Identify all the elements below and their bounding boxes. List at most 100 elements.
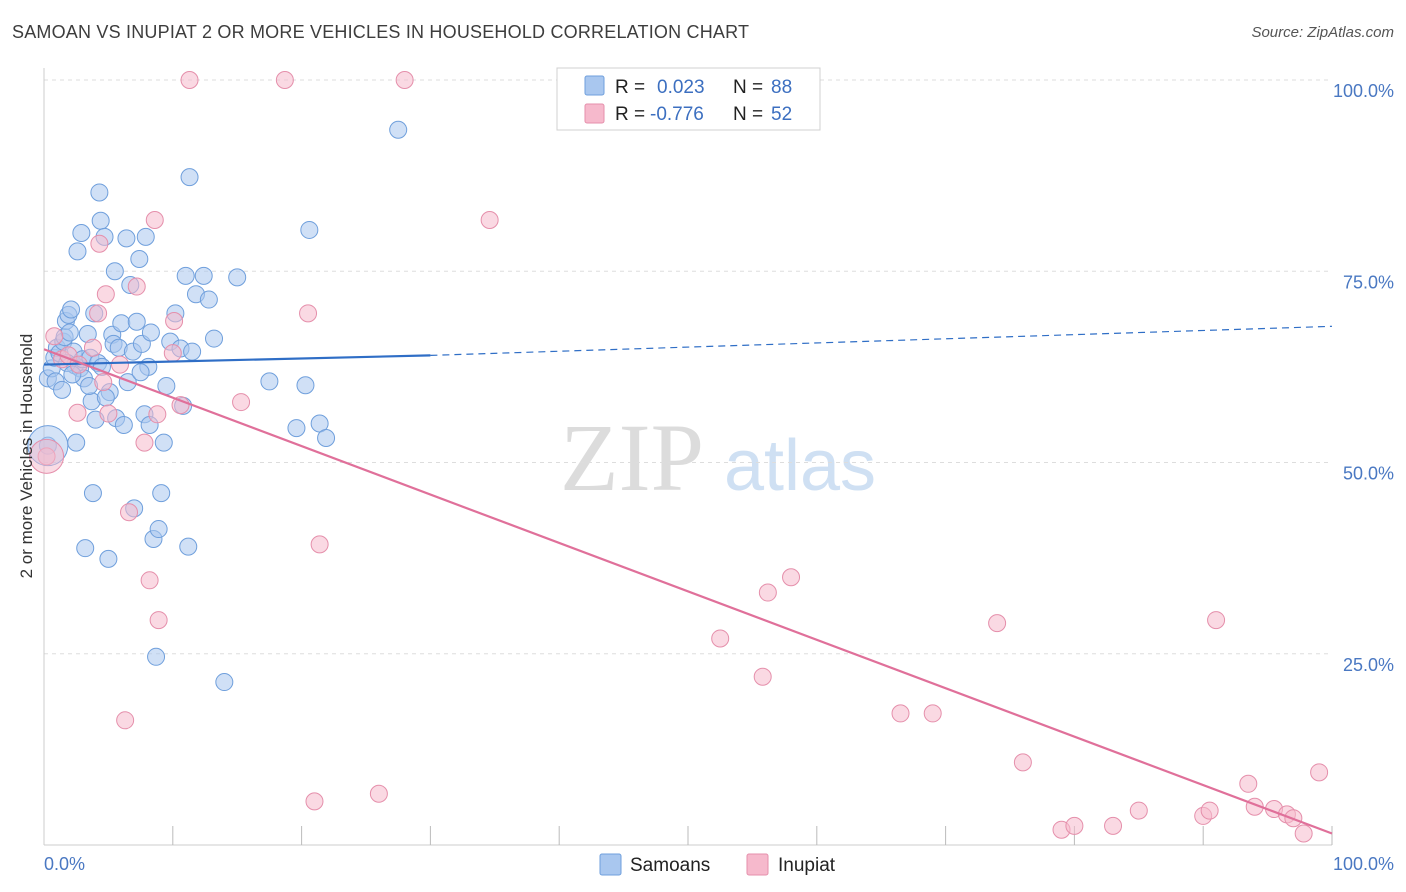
bottom-legend-label-samoans: Samoans (630, 855, 710, 876)
inupiat-point-37 (891, 704, 910, 723)
samoans-point-38 (105, 262, 124, 281)
samoans-point-86 (131, 363, 150, 382)
inupiat-point-17 (140, 571, 159, 590)
samoans-point-17 (68, 242, 87, 261)
inupiat-point-19 (148, 405, 167, 424)
samoans-point-64 (176, 266, 195, 285)
samoans-point-69 (194, 266, 213, 285)
samoans-point-66 (180, 168, 199, 187)
samoans-point-72 (215, 673, 234, 692)
series-legend: Samoans Inupiat (599, 853, 836, 876)
samoans-point-67 (183, 342, 202, 361)
inupiat-point-21 (163, 344, 182, 363)
grid-lines (44, 79, 1332, 655)
legend-n-value-inupiat: 52 (771, 104, 792, 125)
samoans-point-73 (228, 268, 247, 287)
inupiat-point-33 (711, 629, 730, 648)
inupiat-point-23 (171, 396, 190, 415)
samoans-point-59 (154, 433, 173, 452)
inupiat-point-4 (68, 403, 87, 422)
inupiat-point-16 (135, 433, 154, 452)
inupiat-point-30 (369, 784, 388, 803)
inupiat-point-20 (149, 611, 168, 630)
samoans-point-12 (60, 323, 79, 342)
inupiat-point-54 (1310, 763, 1329, 782)
samoans-point-65 (179, 537, 198, 556)
inupiat-point-40 (1013, 753, 1032, 772)
samoans-point-26 (83, 484, 102, 503)
inupiat-trend (43, 348, 1333, 835)
samoans-point-77 (300, 220, 319, 239)
samoans-point-42 (114, 416, 133, 435)
x-tick-label-max: 100.0% (1333, 854, 1394, 874)
inupiat-point-42 (1065, 816, 1084, 835)
legend-r-value-inupiat: -0.776 (650, 104, 704, 125)
samoans-point-19 (72, 224, 91, 242)
inupiat-point-31 (395, 71, 414, 89)
inupiat-points (29, 71, 1329, 843)
inupiat-point-43 (1104, 816, 1123, 835)
inupiat-point-1 (45, 327, 64, 346)
inupiat-point-12 (110, 355, 129, 374)
samoans-point-51 (136, 227, 155, 246)
correlation-legend: R = 0.023 N = 88 R = -0.776 N = 52 (556, 67, 821, 131)
samoans-point-80 (389, 120, 408, 139)
samoans-point-84 (96, 388, 115, 407)
inupiat-point-27 (299, 304, 318, 323)
inupiat-point-large (29, 438, 65, 474)
inupiat-point-36 (782, 568, 801, 587)
inupiat-point-29 (310, 535, 329, 554)
x-tick-label-min: 0.0% (44, 854, 85, 874)
inupiat-point-11 (99, 404, 118, 423)
legend-n-label-samoans: N = (733, 77, 763, 98)
inupiat-point-38 (923, 704, 942, 723)
y-tick-label-75: 75.0% (1343, 272, 1394, 292)
watermark: ZIP atlas (560, 404, 876, 511)
inupiat-point-39 (988, 614, 1007, 633)
y-tick-label-50: 50.0% (1343, 464, 1394, 484)
samoans-point-57 (149, 520, 168, 539)
samoans-point-70 (199, 290, 218, 309)
inupiat-point-13 (116, 711, 135, 730)
samoans-point-41 (112, 314, 131, 333)
samoans-point-75 (287, 419, 306, 438)
legend-r-value-samoans: 0.023 (657, 77, 705, 98)
samoans-point-71 (205, 329, 224, 348)
y-tick-label-25: 25.0% (1343, 655, 1394, 675)
chart-source: Source: ZipAtlas.com (1251, 24, 1394, 41)
inupiat-point-7 (89, 304, 108, 323)
inupiat-point-14 (120, 503, 139, 522)
inupiat-point-46 (1200, 801, 1219, 820)
inupiat-point-47 (1207, 611, 1226, 630)
inupiat-point-28 (305, 792, 324, 811)
samoans-point-30 (90, 183, 109, 202)
samoans-point-43 (117, 229, 136, 248)
y-axis-tick-labels: 25.0% 50.0% 75.0% 100.0% (1333, 81, 1394, 675)
samoans-trend-dashed (430, 325, 1333, 356)
inupiat-point-6 (83, 338, 102, 357)
inupiat-point-9 (94, 373, 113, 392)
inupiat-point-8 (90, 234, 109, 253)
bottom-legend-swatch-inupiat (746, 853, 769, 876)
y-axis-title: 2 or more Vehicles in Household (17, 334, 36, 579)
y-tick-label-100: 100.0% (1333, 81, 1394, 101)
bottom-legend-swatch-samoans (599, 853, 622, 876)
inupiat-point-22 (165, 311, 184, 330)
inupiat-point-34 (753, 667, 772, 686)
inupiat-point-35 (758, 583, 777, 602)
inupiat-point-15 (127, 277, 146, 296)
samoans-point-74 (260, 372, 279, 391)
samoans-point-48 (130, 250, 149, 269)
inupiat-point-26 (275, 71, 294, 89)
inupiat-point-25 (232, 393, 251, 412)
inupiat-point-48 (1239, 774, 1258, 793)
legend-n-label-inupiat: N = (733, 104, 763, 125)
inupiat-point-44 (1129, 801, 1148, 820)
samoans-point-31 (91, 211, 110, 230)
samoans-point-16 (67, 433, 86, 452)
samoans-point-22 (76, 539, 95, 558)
samoans-point-34 (99, 549, 118, 568)
samoans-point-82 (118, 373, 137, 392)
samoans-trend-solid (43, 354, 431, 366)
